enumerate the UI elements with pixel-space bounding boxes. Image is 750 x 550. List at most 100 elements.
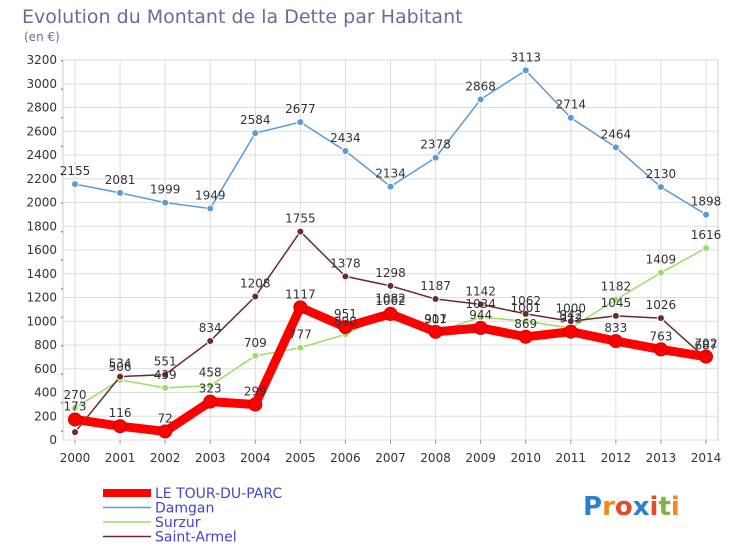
logo-letter: o (615, 492, 633, 522)
data-label: 299 (244, 384, 267, 398)
data-point (248, 397, 263, 412)
data-point (116, 188, 125, 197)
data-label: 439 (154, 368, 177, 382)
data-label: 2584 (240, 113, 271, 127)
data-point (608, 334, 623, 349)
data-label: 1182 (601, 280, 632, 294)
x-tick-label: 2004 (240, 451, 271, 465)
data-point (113, 419, 128, 434)
data-label: 116 (109, 406, 132, 420)
y-tick-label: 800 (34, 338, 57, 352)
data-point (206, 381, 215, 390)
data-label: 2378 (420, 138, 451, 152)
y-tick-label: 400 (34, 386, 57, 400)
data-label: 890 (334, 314, 357, 328)
data-label: 1755 (285, 212, 316, 226)
data-point (386, 281, 395, 290)
data-point (251, 129, 260, 138)
data-label: 1062 (375, 294, 406, 308)
x-tick-label: 2014 (691, 451, 722, 465)
x-tick-label: 2012 (601, 451, 632, 465)
data-point (563, 324, 578, 339)
data-label: 1142 (465, 284, 496, 298)
y-tick-label: 600 (34, 362, 57, 376)
data-label: 1001 (510, 301, 541, 315)
y-tick-label: 200 (34, 409, 57, 423)
y-tick-label: 1200 (26, 291, 57, 305)
y-tick-label: 2000 (26, 196, 57, 210)
data-label: 2464 (601, 127, 632, 141)
data-label: 834 (199, 321, 222, 335)
data-label: 942 (559, 308, 582, 322)
data-point (702, 210, 710, 219)
data-label: 833 (604, 321, 627, 335)
data-label: 1409 (646, 253, 677, 267)
x-tick-label: 2005 (285, 451, 316, 465)
data-point (428, 324, 443, 339)
data-label: 2081 (105, 173, 136, 187)
data-label: 2434 (330, 131, 361, 145)
logo-letter: P (583, 492, 602, 522)
data-point (386, 182, 395, 191)
data-point (702, 244, 710, 253)
data-point (296, 343, 305, 352)
data-point (341, 272, 350, 281)
data-label: 1000 (556, 301, 587, 315)
data-point (161, 383, 170, 392)
x-tick-label: 2011 (556, 451, 587, 465)
data-point (431, 295, 440, 304)
data-point (476, 300, 485, 309)
data-label: 687 (695, 338, 718, 352)
data-label: 911 (424, 312, 447, 326)
data-point (251, 351, 260, 360)
data-label: 944 (469, 308, 492, 322)
data-label: 763 (649, 329, 672, 343)
data-point (473, 320, 488, 335)
data-label: 1999 (150, 183, 181, 197)
y-tick-label: 3000 (26, 77, 57, 91)
y-tick-label: 3200 (26, 53, 57, 67)
logo-letter: i (671, 492, 680, 522)
data-label: 1616 (691, 228, 722, 242)
x-tick-label: 2007 (375, 451, 406, 465)
x-tick-label: 2008 (420, 451, 451, 465)
y-tick-label: 1600 (26, 243, 57, 257)
data-point (611, 143, 620, 152)
x-tick-label: 2002 (150, 451, 181, 465)
x-tick-label: 2006 (330, 451, 361, 465)
data-point (656, 314, 665, 323)
logo-letter: i (650, 492, 659, 522)
logo-letter: r (602, 492, 615, 522)
data-point (158, 424, 173, 439)
data-point (296, 118, 305, 127)
data-point (476, 313, 485, 322)
data-label: 1117 (285, 287, 316, 301)
data-point (611, 295, 620, 304)
data-label: 777 (289, 328, 312, 342)
data-point (71, 403, 79, 412)
y-tick-label: 0 (49, 433, 57, 447)
data-label: 72 (158, 411, 173, 425)
proxiti-logo: Proxiti (583, 492, 680, 522)
data-point (161, 198, 170, 207)
data-point (251, 292, 260, 301)
data-point (431, 153, 440, 162)
legend-label: LE TOUR-DU-PARC (155, 486, 282, 502)
data-point (206, 204, 215, 213)
legend-label: Surzur (155, 515, 201, 531)
chart-series (68, 66, 713, 439)
data-point (611, 311, 620, 320)
data-point (341, 146, 350, 155)
logo-letter: t (658, 492, 670, 522)
data-label: 2130 (646, 167, 677, 181)
legend-label: Damgan (155, 501, 214, 517)
data-point (656, 268, 665, 277)
data-label: 951 (334, 307, 357, 321)
data-label: 323 (199, 382, 222, 396)
x-tick-label: 2000 (60, 451, 91, 465)
data-point (566, 113, 575, 122)
data-point (518, 329, 533, 344)
data-label: 912 (559, 312, 582, 326)
data-label: 534 (109, 357, 132, 371)
